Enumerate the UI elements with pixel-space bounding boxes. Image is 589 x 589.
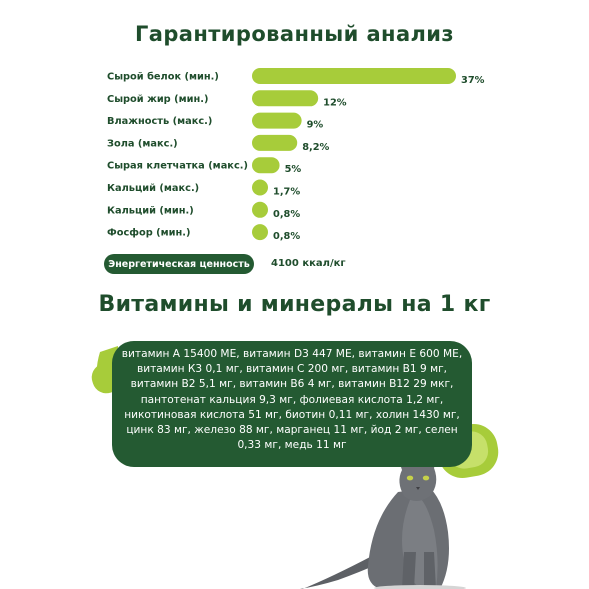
chart-category-label: Кальций (мин.): [107, 205, 194, 216]
vitamins-line: никотиновая кислота 51 мг, биотин 0,11 м…: [124, 408, 460, 421]
cat-front-leg-2: [424, 552, 436, 589]
vitamins-line: пантотенат кальция 9,3 мг, фолиевая кисл…: [140, 393, 444, 406]
chart-bar: [252, 134, 298, 151]
vitamins-line: витамин К3 0,1 мг, витамин С 200 мг, вит…: [136, 363, 448, 376]
chart-value-label: 5%: [285, 164, 302, 175]
cat-tail: [300, 556, 378, 589]
chart-category-label: Кальций (макс.): [107, 183, 199, 194]
chart-value-label: 0,8%: [273, 231, 300, 242]
chart-bar: [252, 179, 268, 196]
chart-bar: [252, 68, 456, 84]
chart-bar: [252, 112, 302, 129]
cat-illustration: [300, 448, 466, 589]
energy-label-badge: Энергетическая ценность: [104, 254, 254, 274]
cat-eye-left: [406, 475, 414, 481]
cat-front-leg: [402, 552, 416, 589]
chart-bar: [252, 224, 268, 241]
vitamins-line: витамин В2 5,1 мг, витамин В6 4 мг, вита…: [130, 378, 454, 391]
chart-value-label: 8,2%: [302, 142, 329, 153]
cat-shadow: [374, 585, 466, 589]
chart-value-label: 12%: [323, 97, 347, 108]
vitamins-line: цинк 83 мг, железо 88 мг, марганец 11 мг…: [126, 424, 458, 437]
chart-value-label: 9%: [307, 120, 324, 131]
energy-value: 4100 ккал/кг: [271, 258, 346, 269]
chart-category-label: Сырая клетчатка (макс.): [107, 161, 248, 172]
chart-bar: [252, 90, 319, 107]
chart-category-label: Сырой белок (мин.): [107, 71, 219, 83]
chart-category-label: Влажность (макс.): [107, 116, 212, 127]
cat-nose: [416, 487, 420, 490]
chart-value-label: 37%: [461, 75, 485, 86]
chart-bar: [252, 157, 280, 174]
vitamins-title: Витамины и минералы на 1 кг: [98, 292, 491, 317]
analysis-title: Гарантированный анализ: [134, 22, 455, 46]
vitamins-line: 0,33 мг, медь 11 мг: [237, 439, 347, 452]
cat-eye-right: [422, 475, 430, 481]
chart-category-label: Зола (макс.): [107, 138, 178, 149]
guaranteed-analysis-chart: Сырой белок (мин.) 37% Сырой жир (мин.) 12%…: [107, 68, 485, 242]
vitamins-box: витамин А 15400 МЕ, витамин D3 447 МЕ, в…: [112, 341, 472, 467]
chart-value-label: 0,8%: [273, 209, 300, 220]
chart-category-label: Сырой жир (мин.): [107, 94, 208, 105]
chart-bar: [252, 201, 268, 218]
chart-value-label: 1,7%: [273, 187, 300, 198]
vitamins-line: витамин А 15400 МЕ, витамин D3 447 МЕ, в…: [121, 348, 463, 360]
chart-category-label: Фосфор (мин.): [107, 227, 190, 239]
